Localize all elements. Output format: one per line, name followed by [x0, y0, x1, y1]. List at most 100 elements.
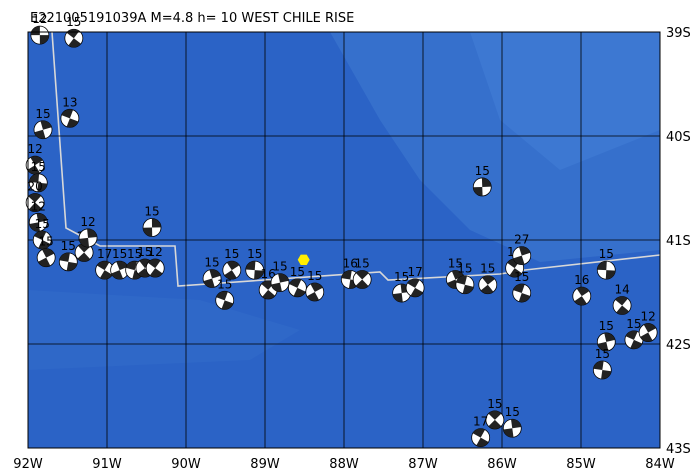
depth-label: 13	[62, 95, 77, 109]
compression-quadrant	[643, 323, 656, 333]
compression-quadrant	[96, 261, 110, 271]
focal-mechanism	[33, 120, 53, 140]
focal-mechanism	[352, 270, 372, 289]
focal-mechanism	[512, 283, 532, 303]
focal-mechanism	[596, 260, 616, 280]
compression-quadrant	[34, 230, 47, 240]
compression-quadrant	[574, 296, 587, 306]
compression-quadrant	[30, 26, 40, 36]
x-tick-label: 89W	[250, 457, 280, 472]
compression-quadrant	[480, 284, 494, 294]
compression-quadrant	[597, 341, 609, 351]
focal-mechanism	[202, 269, 222, 288]
compression-quadrant	[29, 222, 40, 232]
focal-mechanism	[78, 228, 98, 248]
x-tick-label: 92W	[13, 457, 43, 472]
depth-label: 15	[272, 260, 287, 274]
compression-quadrant	[216, 291, 228, 301]
y-tick-label: 40S	[666, 130, 691, 145]
compression-quadrant	[616, 305, 629, 315]
compression-quadrant	[28, 193, 42, 203]
depth-label: 15	[599, 319, 614, 333]
focal-mechanism	[305, 282, 325, 302]
x-tick-label: 91W	[92, 457, 122, 472]
compression-quadrant	[625, 330, 638, 340]
depth-label: 12	[31, 199, 46, 213]
depth-label: 15	[247, 247, 262, 261]
compression-quadrant	[473, 186, 483, 197]
focal-mechanism	[245, 260, 265, 280]
compression-quadrant	[151, 218, 161, 228]
depth-label: 15	[127, 247, 142, 261]
focal-mechanism	[478, 275, 498, 295]
depth-label: 15	[505, 405, 520, 419]
compression-quadrant	[61, 109, 74, 119]
y-tick-label: 39S	[666, 26, 691, 41]
depth-label: 15	[224, 247, 239, 261]
compression-quadrant	[576, 287, 590, 297]
focal-mechanism	[472, 177, 492, 197]
depth-label: 15	[480, 262, 495, 276]
depth-label: 12	[32, 12, 47, 26]
depth-label: 15	[487, 397, 502, 411]
seafloor-shade	[28, 290, 300, 370]
compression-quadrant	[509, 268, 522, 278]
compression-quadrant	[68, 38, 81, 48]
compression-quadrant	[293, 287, 306, 297]
focal-mechanism	[25, 155, 45, 175]
focal-mechanism	[270, 273, 290, 293]
compression-quadrant	[604, 332, 615, 342]
compression-quadrant	[593, 361, 604, 370]
depth-label: 15	[39, 235, 54, 249]
focal-mechanism	[95, 260, 115, 280]
compression-quadrant	[209, 269, 221, 279]
depth-label: 15	[307, 269, 322, 283]
focal-mechanism	[110, 260, 130, 280]
compression-quadrant	[147, 259, 161, 269]
y-tick-label: 43S	[666, 442, 691, 457]
depth-label: 15	[595, 347, 610, 361]
focal-mechanism	[28, 173, 48, 193]
map-title: E221005191039A M=4.8 h= 10 WEST CHILE RI…	[30, 11, 354, 26]
epicenter	[297, 254, 310, 265]
depth-label: 16	[574, 273, 589, 287]
compression-quadrant	[488, 419, 502, 429]
compression-quadrant	[310, 283, 323, 292]
compression-quadrant	[481, 177, 492, 187]
focal-mechanism	[145, 258, 165, 278]
compression-quadrant	[40, 120, 52, 130]
compression-quadrant	[39, 35, 49, 45]
x-tick-label: 85W	[566, 457, 596, 472]
depth-label: 20	[27, 180, 42, 194]
depth-label: 16	[343, 257, 358, 271]
depth-label: 15	[457, 262, 472, 276]
compression-quadrant	[640, 332, 653, 342]
focal-mechanism	[58, 252, 78, 272]
depth-label: 14	[614, 283, 629, 297]
depth-label: 15	[290, 265, 305, 279]
x-tick-label: 88W	[329, 457, 359, 472]
compression-quadrant	[224, 270, 237, 280]
depth-label: 12	[641, 310, 656, 324]
focal-mechanism	[64, 28, 84, 48]
focal-mechanism	[60, 108, 80, 128]
focal-mechanism	[502, 418, 522, 438]
compression-quadrant	[488, 410, 502, 420]
depth-label: 15	[599, 247, 614, 261]
compression-quadrant	[143, 227, 153, 237]
focal-mechanism	[485, 410, 505, 430]
compression-quadrant	[79, 237, 89, 247]
compression-quadrant	[226, 261, 240, 271]
depth-label: 17	[407, 265, 422, 279]
focal-mechanism	[612, 296, 632, 315]
focal-mechanism	[638, 323, 658, 342]
y-tick-label: 42S	[666, 338, 691, 353]
compression-quadrant	[203, 278, 215, 288]
x-tick-label: 90W	[171, 457, 201, 472]
depth-label: 15	[31, 160, 46, 174]
compression-quadrant	[513, 283, 525, 294]
compression-quadrant	[601, 370, 612, 379]
depth-label: 16	[261, 267, 276, 281]
seafloor-shade	[470, 32, 660, 170]
